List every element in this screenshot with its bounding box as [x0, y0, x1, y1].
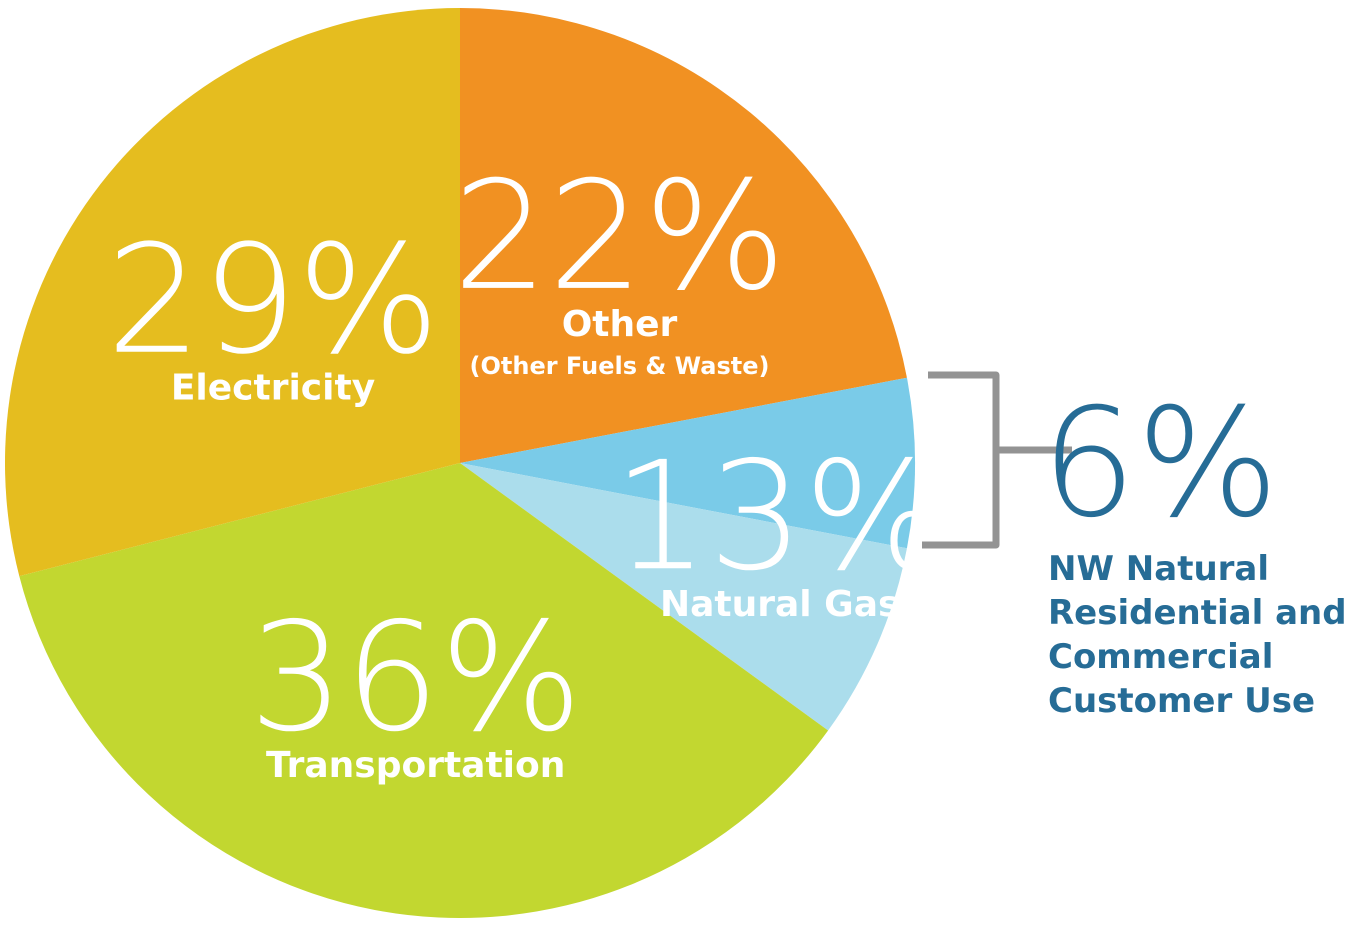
slice-name-label-transportation: Transportation [266, 745, 565, 786]
labels-layer: 22%Other (Other Fuels & Waste) 13%Natural … [106, 150, 946, 786]
callout-label-line-1: NW Natural [1048, 549, 1269, 589]
slice-value-label-electricity: 29% [106, 214, 439, 388]
callout-label-line-3: Commercial [1048, 637, 1273, 677]
pie-slice-other [460, 8, 907, 463]
slice-name-label-other: Other [562, 304, 678, 345]
callout-bracket [922, 371, 1000, 549]
callout-value-label: 6% [1041, 377, 1279, 551]
slice-value-label-transportation: 36% [249, 591, 582, 765]
slice-sublabel-other: (Other Fuels & Waste) [470, 352, 770, 380]
pie-slice-transportation [19, 463, 829, 918]
callout-label-line-4: Customer Use [1048, 681, 1315, 721]
slices-layer [4, 8, 915, 918]
slice-value-label-natural-gas: 13% [613, 430, 946, 604]
slice-value-label-other: 22% [453, 150, 786, 324]
callout-label-line-2: Residential and [1048, 593, 1347, 633]
slice-name-label-electricity: Electricity [171, 368, 375, 409]
pie-slice-natural-gas-part-2 [460, 463, 907, 731]
pie-slice-natural-gas-part-1 [460, 377, 915, 549]
slice-name-label-natural-gas: Natural Gas [660, 584, 899, 625]
pie-slice-electricity [4, 8, 460, 577]
